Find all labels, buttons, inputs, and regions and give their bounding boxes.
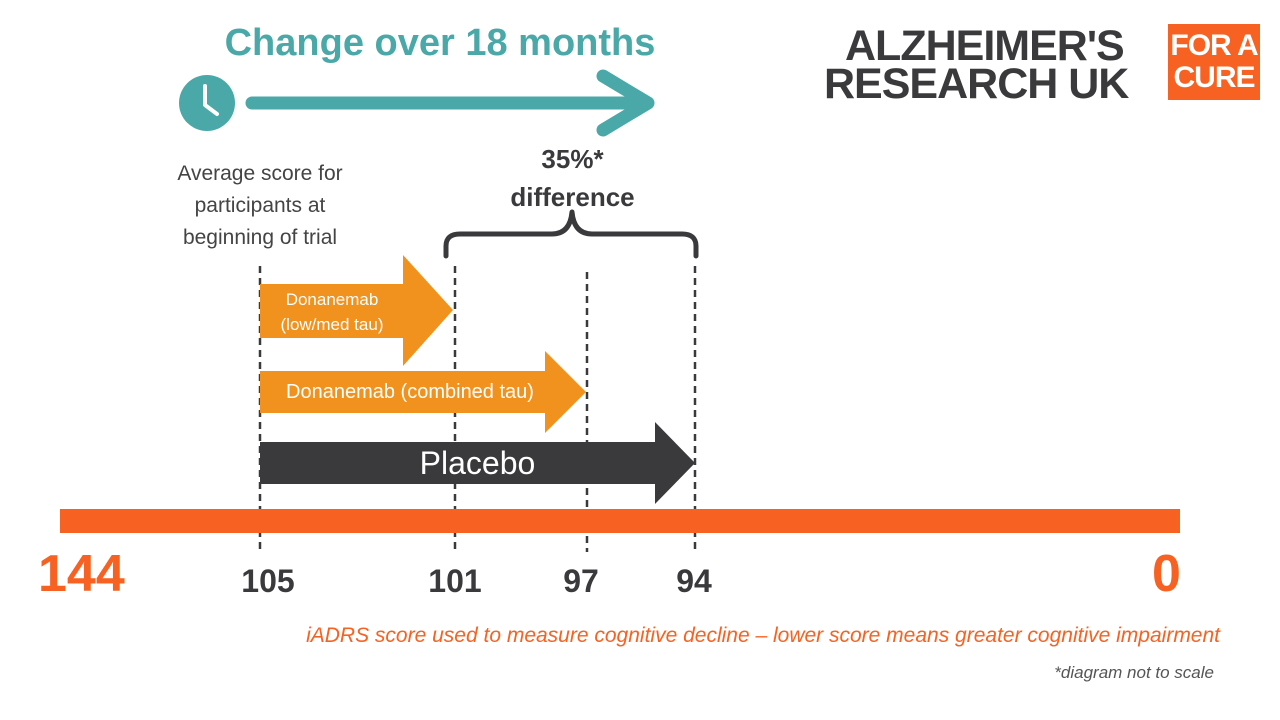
arrow-label-donanemab-low-med-tau: Donanemab (low/med tau) — [262, 287, 402, 337]
arrow-donanemab-low-med-tau — [260, 255, 453, 366]
chart-title: Change over 18 months — [224, 22, 656, 64]
arrow-label-line-1: Donanemab — [285, 290, 379, 309]
scale-left-end: 144 — [38, 545, 125, 603]
logo-badge: FOR A CURE — [1168, 24, 1260, 100]
difference-label-percent: 35%* — [541, 144, 604, 174]
baseline-label-line-2: participants at — [194, 194, 326, 217]
difference-label-word: difference — [510, 182, 635, 212]
score-scale-bar — [60, 509, 1180, 533]
baseline-label: Average score for participants at beginn… — [140, 158, 380, 254]
tick-label-105: 105 — [241, 563, 295, 599]
time-arrow — [245, 69, 655, 137]
badge-line-2: CURE — [1173, 61, 1255, 94]
tick-label-97: 97 — [563, 563, 599, 599]
arrow-placebo — [260, 422, 695, 504]
difference-brace — [443, 209, 699, 259]
tick-label-94: 94 — [676, 563, 712, 599]
arrow-donanemab-combined-tau — [260, 351, 586, 433]
difference-label: 35%* difference — [470, 140, 675, 216]
baseline-label-line-1: Average score for — [177, 162, 343, 185]
arrow-label-line-2: (low/med tau) — [280, 315, 384, 334]
arrow-label-donanemab-combined-tau: Donanemab (combined tau) — [286, 381, 534, 403]
scale-right-end: 0 — [1152, 545, 1181, 603]
badge-line-1: FOR A — [1170, 29, 1258, 62]
scale-note: *diagram not to scale — [1054, 663, 1214, 682]
clock-icon — [179, 75, 235, 131]
logo-line-1: ALZHEIMER'S — [845, 22, 1125, 70]
logo-line-2: RESEARCH UK — [824, 60, 1129, 108]
tick-label-101: 101 — [428, 563, 482, 599]
baseline-label-line-3: beginning of trial — [182, 226, 338, 249]
arrow-label-placebo: Placebo — [419, 445, 536, 481]
scale-caption: iADRS score used to measure cognitive de… — [306, 624, 1220, 647]
